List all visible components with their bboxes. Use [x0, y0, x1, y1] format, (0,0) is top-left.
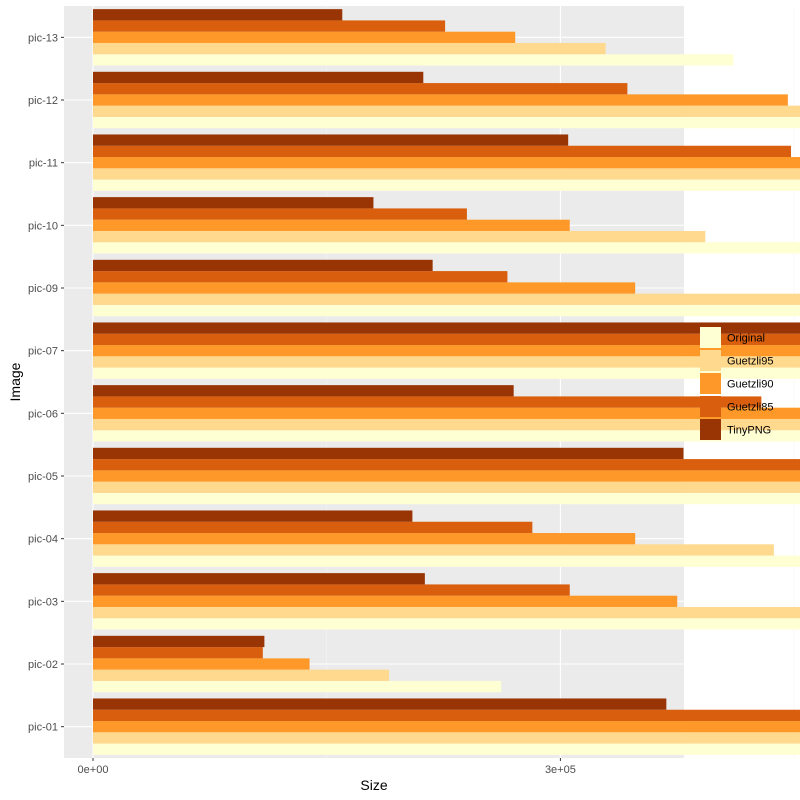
y-tick-label: pic-13	[28, 32, 58, 44]
bar-pic-07-guetzli90	[93, 345, 800, 357]
bar-pic-06-guetzli85	[93, 396, 762, 408]
legend-key-guetzli95	[700, 350, 721, 371]
bar-pic-01-guetzli95	[93, 732, 800, 744]
bars	[93, 9, 800, 755]
legend-key-original	[700, 327, 721, 348]
bar-pic-07-guetzli85	[93, 333, 800, 346]
bar-pic-03-guetzli90	[93, 595, 678, 607]
bar-pic-03-guetzli85	[93, 584, 570, 596]
bar-pic-12-tinypng	[93, 71, 424, 84]
bar-pic-01-tinypng	[93, 698, 667, 710]
legend-key-guetzli85	[700, 396, 721, 417]
bar-pic-13-guetzli90	[93, 31, 516, 43]
bar-pic-10-tinypng	[93, 197, 374, 209]
bar-pic-02-original	[93, 680, 502, 693]
y-tick-label: pic-06	[28, 408, 58, 420]
x-tick-label: 0e+00	[78, 764, 109, 776]
bar-pic-09-guetzli90	[93, 282, 636, 294]
bar-pic-04-guetzli95	[93, 544, 774, 556]
bar-pic-05-guetzli90	[93, 470, 800, 482]
legend: Original Guetzli95 Guetzli90 Guetzli85 TinyP…	[700, 327, 773, 440]
plot-panel	[64, 6, 684, 758]
bar-pic-05-guetzli95	[93, 481, 800, 493]
y-tick-label: pic-07	[28, 346, 58, 358]
bar-pic-02-guetzli85	[93, 647, 263, 659]
bar-pic-03-tinypng	[93, 573, 425, 585]
bar-pic-02-guetzli95	[93, 669, 390, 681]
legend-label-tinypng: TinyPNG	[727, 425, 771, 437]
legend-label-guetzli85: Guetzli85	[727, 402, 773, 414]
x-tick-label: 3e+05	[545, 764, 576, 776]
legend-label-original: Original	[727, 333, 765, 345]
bar-pic-06-tinypng	[93, 385, 514, 397]
bar-pic-11-tinypng	[93, 134, 569, 146]
bar-pic-05-original	[93, 492, 800, 505]
legend-key-tinypng	[700, 419, 721, 440]
y-tick-label: pic-02	[28, 659, 58, 671]
legend-key-guetzli90	[700, 373, 721, 394]
y-tick-label: pic-09	[28, 283, 58, 295]
bar-pic-03-original	[93, 618, 800, 630]
bar-pic-06-guetzli90	[93, 407, 800, 419]
bar-pic-04-tinypng	[93, 510, 413, 522]
bar-pic-12-guetzli90	[93, 94, 788, 106]
bar-pic-10-guetzli85	[93, 208, 467, 220]
y-tick-label: pic-11	[29, 158, 58, 170]
y-tick-label: pic-10	[28, 220, 58, 232]
bar-pic-12-guetzli95	[93, 105, 800, 117]
y-axis: pic-01 pic-02 pic-03 pic-04 pic-05 pic-06 pic-…	[28, 32, 64, 734]
legend-label-guetzli95: Guetzli95	[727, 356, 773, 368]
y-tick-label: pic-04	[28, 534, 58, 546]
bar-pic-05-tinypng	[93, 447, 684, 460]
bar-pic-07-original	[93, 367, 800, 379]
y-tick-label: pic-03	[28, 596, 58, 608]
bar-pic-09-guetzli85	[93, 271, 508, 283]
bar-pic-01-guetzli85	[93, 709, 800, 722]
bar-pic-09-guetzli95	[93, 293, 800, 305]
bar-pic-07-guetzli95	[93, 356, 800, 368]
bar-pic-06-guetzli95	[93, 418, 800, 431]
bar-pic-04-guetzli90	[93, 533, 636, 545]
bar-pic-06-original	[93, 430, 800, 442]
y-tick-label: pic-01	[28, 722, 58, 734]
bar-pic-01-guetzli90	[93, 721, 800, 733]
bar-pic-10-original	[93, 242, 800, 254]
bar-pic-09-original	[93, 304, 800, 317]
bar-pic-05-guetzli85	[93, 459, 800, 471]
legend-label-guetzli90: Guetzli90	[727, 379, 773, 391]
bar-pic-11-original	[93, 179, 800, 191]
bar-pic-04-guetzli85	[93, 521, 533, 534]
y-tick-label: pic-05	[28, 471, 58, 483]
bar-pic-13-guetzli95	[93, 42, 606, 55]
bar-pic-07-tinypng	[93, 322, 800, 334]
bar-pic-04-original	[93, 555, 800, 567]
bar-pic-13-guetzli85	[93, 20, 446, 32]
bar-pic-11-guetzli95	[93, 168, 800, 180]
bar-pic-13-original	[93, 54, 734, 66]
y-tick-label: pic-12	[28, 95, 58, 107]
bar-pic-09-tinypng	[93, 259, 433, 272]
bar-pic-10-guetzli95	[93, 230, 706, 243]
y-axis-title: Image	[7, 362, 23, 401]
bar-pic-03-guetzli95	[93, 606, 800, 619]
bar-pic-12-original	[93, 116, 800, 129]
bar-pic-13-tinypng	[93, 9, 343, 21]
bar-pic-02-guetzli90	[93, 658, 310, 670]
bar-pic-02-tinypng	[93, 635, 265, 648]
bar-pic-11-guetzli90	[93, 157, 800, 169]
bar-pic-10-guetzli90	[93, 219, 570, 231]
bar-pic-11-guetzli85	[93, 145, 791, 158]
bar-pic-12-guetzli85	[93, 83, 628, 95]
x-axis-title: Size	[360, 777, 387, 793]
bar-pic-01-original	[93, 743, 800, 755]
